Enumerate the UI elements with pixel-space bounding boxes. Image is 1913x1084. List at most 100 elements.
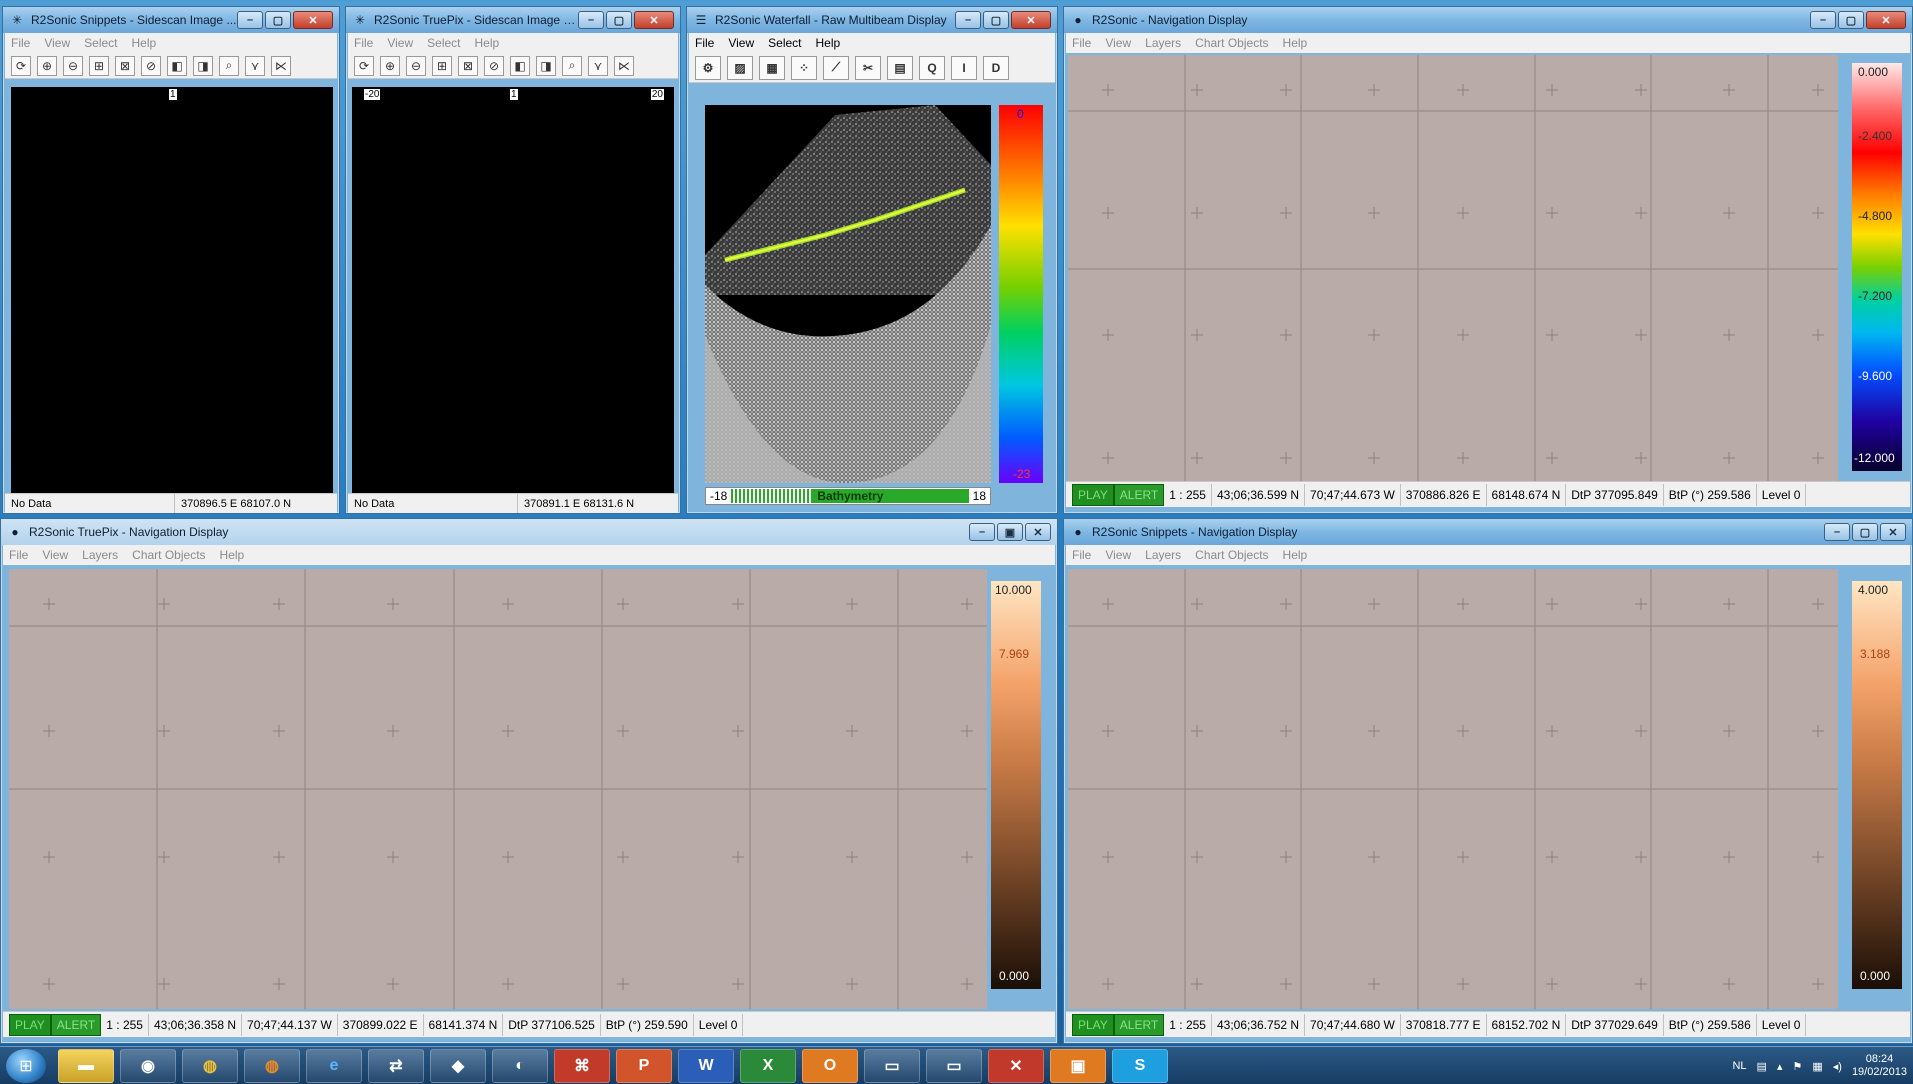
menu-file[interactable]: File [1072, 548, 1092, 562]
clock[interactable]: 08:24 19/02/2013 [1852, 1053, 1907, 1079]
colormap-icon[interactable]: ▦ [759, 55, 785, 80]
sidescan-image-pane[interactable]: 1 [11, 87, 333, 493]
zoom-out-icon[interactable]: ⊖ [406, 55, 426, 76]
menu-help[interactable]: Help [219, 548, 245, 562]
alert-indicator[interactable]: ALERT [1113, 1013, 1165, 1036]
taskbar-item[interactable]: ◍ [244, 1048, 300, 1083]
taskbar-item[interactable]: ◍ [182, 1048, 238, 1083]
pan-left-icon[interactable]: ◧ [510, 55, 530, 76]
settings-icon[interactable]: ⚙ [695, 55, 721, 80]
filter-icon[interactable]: ✂ [855, 55, 881, 80]
taskbar-item[interactable]: ⇄ [368, 1048, 424, 1083]
taskbar-item[interactable]: ◉ [120, 1048, 176, 1083]
minimize-button[interactable]: – [955, 11, 981, 29]
multibeam-display[interactable] [705, 105, 991, 483]
menu-file[interactable]: File [354, 36, 374, 50]
menu-view[interactable]: View [1105, 548, 1132, 562]
truepix-sidescan-window[interactable]: ✳ R2Sonic TruePix - Sidescan Image Di...… [345, 6, 681, 514]
taskbar-item[interactable]: e [306, 1048, 362, 1083]
close-button[interactable]: ✕ [1880, 523, 1906, 541]
restore-button[interactable]: ▣ [997, 523, 1023, 541]
menu-view[interactable]: View [387, 36, 414, 50]
marker-icon[interactable]: ⋉ [614, 55, 634, 76]
waterfall-titlebar[interactable]: ☰ R2Sonic Waterfall - Raw Multibeam Disp… [687, 7, 1057, 33]
taskbar-item[interactable]: ▣ [1050, 1048, 1106, 1083]
menu-select[interactable]: Select [427, 36, 461, 50]
close-button[interactable]: ✕ [634, 11, 674, 29]
menu-chart-objects[interactable]: Chart Objects [1195, 36, 1269, 50]
zoom-out-icon[interactable]: ⊖ [63, 55, 83, 76]
taskbar-item[interactable]: ⌘ [554, 1048, 610, 1083]
maximize-button[interactable]: ▢ [1838, 11, 1864, 29]
taskbar-item[interactable]: ◆ [430, 1048, 486, 1083]
play-indicator[interactable]: PLAY [9, 1013, 51, 1036]
play-indicator[interactable]: PLAY [1072, 1013, 1114, 1036]
profile-icon[interactable]: ⟋ [823, 55, 849, 80]
close-button[interactable]: ✕ [1866, 11, 1906, 29]
pan-left-icon[interactable]: ◧ [167, 55, 187, 76]
menu-chart-objects[interactable]: Chart Objects [132, 548, 206, 562]
pan-right-icon[interactable]: ◨ [193, 55, 213, 76]
maximize-button[interactable]: ▢ [606, 11, 632, 29]
snippets-nav-window[interactable]: ● R2Sonic Snippets - Navigation Display … [1063, 518, 1913, 1044]
menu-help[interactable]: Help [815, 36, 841, 50]
menu-select[interactable]: Select [84, 36, 118, 50]
tool-i-button[interactable]: I [951, 55, 977, 80]
close-button[interactable]: ✕ [293, 11, 333, 29]
minimize-button[interactable]: – [237, 11, 263, 29]
taskbar-item[interactable]: ◐ [492, 1048, 548, 1083]
sidescan-image-pane[interactable]: -20 1 20 [352, 87, 674, 493]
minimize-button[interactable]: – [1810, 11, 1836, 29]
zoom-window-icon[interactable]: ⊠ [115, 55, 135, 76]
tool-d-button[interactable]: D [983, 55, 1009, 80]
range-bar[interactable]: -18 Bathymetry 18 [705, 487, 991, 505]
taskbar-item[interactable]: P [616, 1048, 672, 1083]
gate-icon[interactable]: ▤ [887, 55, 913, 80]
taskbar-item[interactable]: W [678, 1048, 734, 1083]
menu-file[interactable]: File [1072, 36, 1092, 50]
nav-display-titlebar[interactable]: ● R2Sonic - Navigation Display – ▢ ✕ [1064, 7, 1912, 33]
waterfall-window[interactable]: ☰ R2Sonic Waterfall - Raw Multibeam Disp… [686, 6, 1058, 514]
measure-icon[interactable]: ⋎ [245, 55, 265, 76]
refresh-icon[interactable]: ⟳ [354, 55, 374, 76]
nav-map[interactable] [1068, 569, 1838, 1009]
truepix-nav-window[interactable]: ● R2Sonic TruePix - Navigation Display –… [0, 518, 1058, 1044]
menu-view[interactable]: View [42, 548, 69, 562]
search-icon[interactable]: ⌕ [562, 55, 582, 76]
close-button[interactable]: ✕ [1025, 523, 1051, 541]
snippets-nav-titlebar[interactable]: ● R2Sonic Snippets - Navigation Display … [1064, 519, 1912, 545]
zoom-in-icon[interactable]: ⊕ [380, 55, 400, 76]
menu-select[interactable]: Select [768, 36, 802, 50]
show-hidden-icon[interactable]: ▴ [1776, 1060, 1783, 1073]
minimize-button[interactable]: – [578, 11, 604, 29]
maximize-button[interactable]: ▢ [983, 11, 1009, 29]
snippets-sidescan-titlebar[interactable]: ✳ R2Sonic Snippets - Sidescan Image ... … [3, 7, 339, 33]
language-indicator[interactable]: NL [1732, 1060, 1747, 1072]
minimize-button[interactable]: – [969, 523, 995, 541]
pan-right-icon[interactable]: ◨ [536, 55, 556, 76]
search-icon[interactable]: ⌕ [219, 55, 239, 76]
menu-layers[interactable]: Layers [82, 548, 119, 562]
menu-help[interactable]: Help [474, 36, 500, 50]
truepix-nav-titlebar[interactable]: ● R2Sonic TruePix - Navigation Display –… [1, 519, 1057, 545]
menu-view[interactable]: View [44, 36, 71, 50]
menu-layers[interactable]: Layers [1145, 548, 1182, 562]
palette-icon[interactable]: ▨ [727, 55, 753, 80]
zoom-window-icon[interactable]: ⊠ [458, 55, 478, 76]
alert-indicator[interactable]: ALERT [50, 1013, 102, 1036]
zoom-in-icon[interactable]: ⊕ [37, 55, 57, 76]
menu-help[interactable]: Help [131, 36, 157, 50]
scatter-icon[interactable]: ⁘ [791, 55, 817, 80]
taskbar-item[interactable]: ▭ [864, 1048, 920, 1083]
menu-file[interactable]: File [695, 36, 715, 50]
network-icon[interactable]: ▦ [1812, 1060, 1823, 1073]
snippets-sidescan-window[interactable]: ✳ R2Sonic Snippets - Sidescan Image ... … [2, 6, 340, 514]
flag-icon[interactable]: ⚑ [1792, 1060, 1803, 1073]
maximize-button[interactable]: ▢ [265, 11, 291, 29]
alert-indicator[interactable]: ALERT [1113, 483, 1165, 506]
measure-icon[interactable]: ⋎ [588, 55, 608, 76]
menu-view[interactable]: View [1105, 36, 1132, 50]
zoom-prev-icon[interactable]: ⊘ [484, 55, 504, 76]
zoom-prev-icon[interactable]: ⊘ [141, 55, 161, 76]
taskbar-item[interactable]: O [802, 1048, 858, 1083]
